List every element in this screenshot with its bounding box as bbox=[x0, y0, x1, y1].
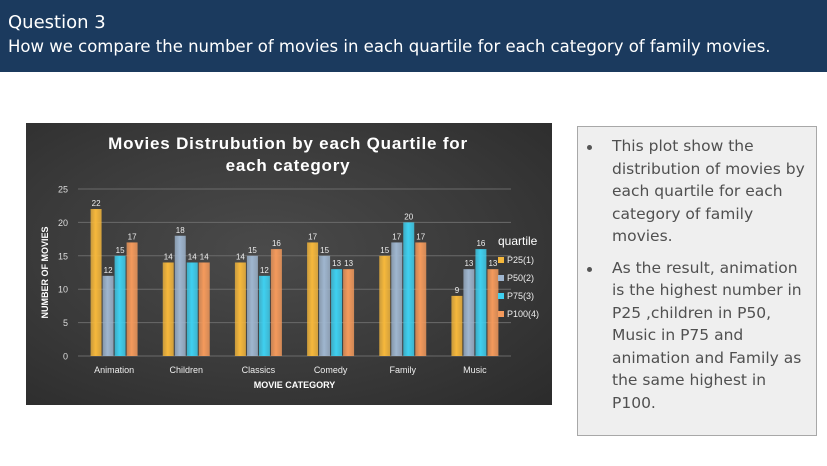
bar bbox=[415, 242, 427, 356]
bar bbox=[174, 235, 186, 356]
bar bbox=[451, 295, 463, 356]
x-tick-label: Children bbox=[169, 365, 203, 375]
data-label: 22 bbox=[92, 199, 101, 208]
note-bullet: As the result, animation is the highest … bbox=[587, 257, 810, 415]
y-tick-label: 20 bbox=[58, 218, 68, 228]
data-label: 14 bbox=[236, 252, 245, 261]
x-tick-label: Music bbox=[463, 365, 487, 375]
data-label: 15 bbox=[116, 246, 125, 255]
data-label: 13 bbox=[488, 259, 497, 268]
bar bbox=[162, 262, 174, 356]
bar bbox=[198, 262, 210, 356]
data-label: 13 bbox=[344, 259, 353, 268]
data-label: 17 bbox=[392, 232, 401, 241]
note-bullet: This plot show the distribution of movie… bbox=[587, 135, 810, 248]
legend-label: P25(1) bbox=[507, 255, 534, 265]
data-label: 16 bbox=[272, 239, 281, 248]
data-label: 13 bbox=[464, 259, 473, 268]
data-label: 15 bbox=[320, 246, 329, 255]
x-axis-title: MOVIE CATEGORY bbox=[254, 380, 336, 390]
bar bbox=[475, 249, 487, 356]
data-label: 14 bbox=[188, 252, 197, 261]
x-tick-label: Comedy bbox=[314, 365, 348, 375]
bar bbox=[487, 269, 499, 356]
bar bbox=[246, 255, 258, 356]
data-label: 13 bbox=[332, 259, 341, 268]
notes-panel: This plot show the distribution of movie… bbox=[577, 126, 817, 436]
x-tick-label: Classics bbox=[242, 365, 276, 375]
chart-title-line2: each category bbox=[226, 156, 351, 175]
y-tick-label: 25 bbox=[58, 185, 68, 195]
bar bbox=[307, 242, 319, 356]
x-tick-label: Animation bbox=[94, 365, 134, 375]
bar bbox=[126, 242, 138, 356]
chart-svg: Movies Distrubution by each Quartile for… bbox=[40, 134, 539, 390]
data-label: 15 bbox=[248, 246, 257, 255]
bar bbox=[186, 262, 198, 356]
chart-title-line1: Movies Distrubution by each Quartile for bbox=[108, 134, 468, 153]
data-label: 12 bbox=[260, 266, 269, 275]
y-tick-label: 15 bbox=[58, 251, 68, 261]
legend-swatch bbox=[498, 257, 504, 263]
bar bbox=[319, 255, 331, 356]
data-label: 17 bbox=[416, 232, 425, 241]
slide-header: Question 3 How we compare the number of … bbox=[0, 0, 827, 72]
legend-label: P50(2) bbox=[507, 273, 534, 283]
y-tick-label: 10 bbox=[58, 285, 68, 295]
bar bbox=[90, 209, 102, 356]
legend-swatch bbox=[498, 275, 504, 281]
bar bbox=[258, 275, 270, 356]
data-label: 17 bbox=[128, 232, 137, 241]
legend-label: P75(3) bbox=[507, 291, 534, 301]
data-label: 17 bbox=[308, 232, 317, 241]
legend-swatch bbox=[498, 293, 504, 299]
y-axis-title: NUMBER OF MOVIES bbox=[40, 226, 50, 318]
y-tick-label: 5 bbox=[63, 318, 68, 328]
x-tick-label: Family bbox=[390, 365, 417, 375]
slide-title: Question 3 bbox=[8, 12, 106, 33]
legend-swatch bbox=[498, 311, 504, 317]
bar bbox=[463, 269, 475, 356]
slide-subtitle: How we compare the number of movies in e… bbox=[8, 37, 771, 56]
data-label: 14 bbox=[164, 252, 173, 261]
legend-title: quartile bbox=[498, 234, 538, 248]
y-tick-label: 0 bbox=[63, 352, 68, 362]
legend-label: P100(4) bbox=[507, 309, 539, 319]
data-label: 14 bbox=[200, 252, 209, 261]
data-label: 18 bbox=[176, 226, 185, 235]
bar bbox=[234, 262, 246, 356]
data-label: 9 bbox=[455, 286, 460, 295]
bar bbox=[331, 269, 343, 356]
bar bbox=[114, 255, 126, 356]
data-label: 16 bbox=[476, 239, 485, 248]
bar-chart: Movies Distrubution by each Quartile for… bbox=[26, 123, 552, 405]
data-label: 15 bbox=[380, 246, 389, 255]
bar bbox=[391, 242, 403, 356]
bar bbox=[102, 275, 114, 356]
bar bbox=[343, 269, 355, 356]
bar bbox=[270, 249, 282, 356]
data-label: 20 bbox=[404, 212, 413, 221]
bar bbox=[379, 255, 391, 356]
data-label: 12 bbox=[104, 266, 113, 275]
bar bbox=[403, 222, 415, 356]
